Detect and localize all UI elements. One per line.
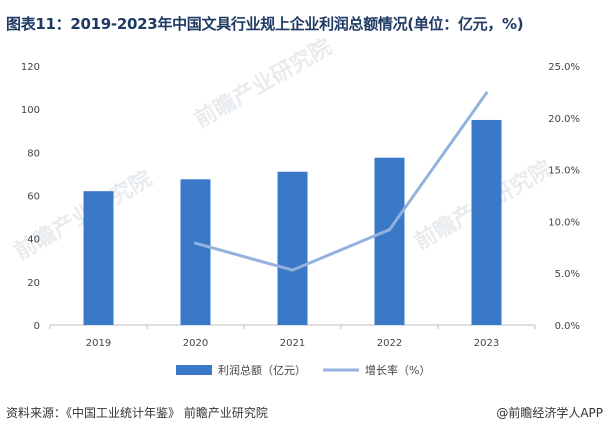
x-tick-label: 2019 [86, 338, 111, 349]
y-right-tick-label: 15.0% [548, 166, 580, 177]
line-point [194, 241, 197, 245]
y-left-tick-label: 60 [27, 192, 40, 203]
y-left-tick-label: 40 [27, 235, 40, 246]
bar [180, 179, 211, 325]
line-point [485, 91, 488, 95]
y-right-tick-label: 20.0% [548, 114, 580, 125]
y-left-tick-label: 100 [21, 105, 40, 116]
bar [471, 119, 502, 325]
y-left-tick-label: 20 [27, 278, 40, 289]
bar [83, 191, 114, 325]
line-point [388, 228, 391, 232]
x-tick-label: 2023 [474, 338, 499, 349]
x-tick-label: 2020 [183, 338, 208, 349]
y-right-tick-label: 0.0% [555, 321, 580, 332]
legend-line-label: 增长率（%） [365, 363, 430, 377]
y-left-tick-label: 0 [34, 321, 40, 332]
x-tick-label: 2021 [280, 338, 305, 349]
y-right-tick-label: 25.0% [548, 62, 580, 73]
legend-bar-swatch [176, 365, 212, 375]
line-point [291, 268, 294, 272]
growth-rate-line [195, 92, 488, 272]
legend-bar-label: 利润总额（亿元） [218, 363, 306, 377]
line-series [194, 91, 488, 272]
bar [374, 157, 405, 325]
chart-legend: 利润总额（亿元） 增长率（%） [176, 363, 430, 377]
watermark-text: 前瞻产业研究院 [190, 34, 336, 134]
y-left-tick-label: 120 [21, 62, 40, 73]
brand-credit: @前瞻经济学人APP [496, 406, 603, 420]
chart-title: 图表11：2019-2023年中国文具行业规上企业利润总额情况(单位：亿元，%) [6, 15, 524, 33]
source-note: 资料来源：《中国工业统计年鉴》 前瞻产业研究院 [6, 406, 268, 420]
y-right-tick-label: 10.0% [548, 217, 580, 228]
y-right-tick-label: 5.0% [555, 269, 580, 280]
watermark-text: 前瞻产业研究院 [10, 166, 156, 266]
x-tick-label: 2022 [377, 338, 402, 349]
y-left-tick-label: 80 [27, 148, 40, 159]
bar [277, 171, 308, 325]
bar-series [83, 119, 502, 325]
